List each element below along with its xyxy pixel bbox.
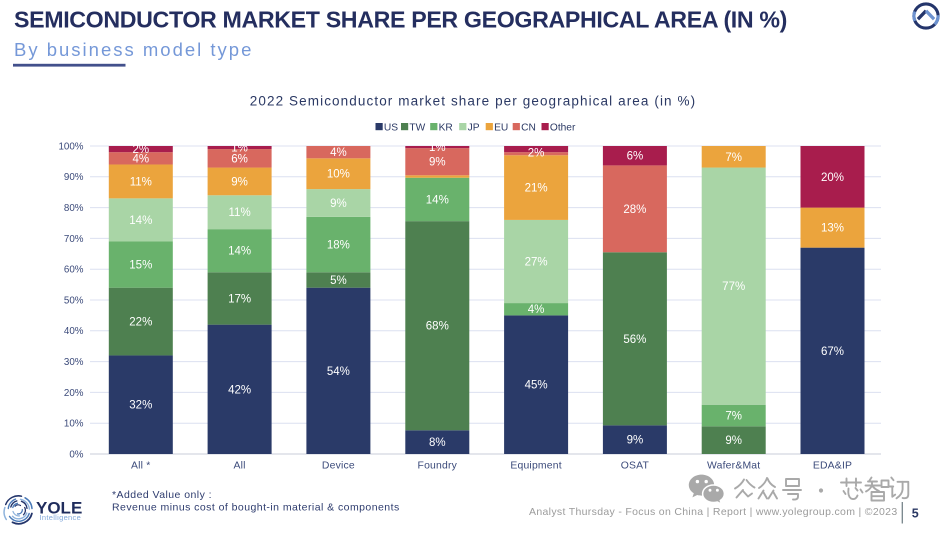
svg-text:45%: 45%: [525, 380, 548, 392]
svg-text:10%: 10%: [327, 169, 350, 181]
svg-text:4%: 4%: [132, 153, 149, 165]
svg-text:EU: EU: [494, 123, 508, 134]
svg-text:14%: 14%: [426, 194, 449, 206]
svg-text:9%: 9%: [231, 176, 248, 188]
svg-text:7%: 7%: [725, 152, 742, 164]
svg-text:20%: 20%: [64, 388, 84, 399]
svg-text:28%: 28%: [623, 204, 646, 216]
svg-text:90%: 90%: [64, 172, 84, 183]
svg-text:21%: 21%: [525, 183, 548, 195]
svg-text:11%: 11%: [130, 176, 152, 188]
svg-text:77%: 77%: [722, 281, 745, 293]
svg-text:4%: 4%: [330, 147, 347, 159]
svg-text:*Added Value only :: *Added Value only :: [112, 489, 212, 501]
svg-text:2%: 2%: [132, 144, 149, 156]
svg-text:KR: KR: [439, 123, 453, 134]
svg-text:8%: 8%: [429, 437, 446, 449]
svg-text:9%: 9%: [429, 157, 446, 169]
svg-text:TW: TW: [409, 123, 425, 134]
svg-text:22%: 22%: [129, 317, 152, 329]
svg-text:6%: 6%: [627, 151, 644, 163]
svg-text:42%: 42%: [228, 384, 251, 396]
svg-text:11%: 11%: [229, 207, 251, 219]
svg-text:0%: 0%: [69, 449, 83, 460]
svg-text:All *: All *: [131, 461, 150, 472]
svg-text:7%: 7%: [725, 411, 742, 423]
svg-text:20%: 20%: [821, 172, 844, 184]
svg-text:Revenue minus cost of bought-i: Revenue minus cost of bought-in material…: [112, 502, 400, 514]
svg-text:15%: 15%: [129, 260, 152, 272]
svg-text:US: US: [384, 123, 398, 134]
svg-text:Other: Other: [550, 123, 576, 134]
svg-text:Foundry: Foundry: [418, 461, 458, 472]
svg-text:Device: Device: [322, 461, 355, 472]
svg-text:2022 Semiconductor market shar: 2022 Semiconductor market share per geog…: [250, 94, 696, 109]
svg-text:9%: 9%: [627, 435, 644, 447]
svg-text:17%: 17%: [228, 294, 251, 306]
svg-text:6%: 6%: [231, 153, 248, 165]
svg-text:CN: CN: [521, 123, 536, 134]
svg-text:10%: 10%: [64, 419, 84, 430]
svg-text:Analyst Thursday - Focus on Ch: Analyst Thursday - Focus on China | Repo…: [529, 506, 897, 518]
svg-text:5: 5: [912, 507, 919, 521]
svg-text:EDA&IP: EDA&IP: [813, 461, 852, 472]
svg-text:1%: 1%: [231, 143, 248, 155]
svg-text:14%: 14%: [228, 246, 251, 258]
svg-text:By business model type: By business model type: [14, 39, 253, 60]
svg-text:40%: 40%: [64, 326, 84, 337]
svg-text:80%: 80%: [64, 203, 84, 214]
svg-text:Intelligence: Intelligence: [40, 513, 82, 522]
svg-text:9%: 9%: [330, 198, 347, 210]
svg-text:4%: 4%: [528, 304, 545, 316]
svg-text:13%: 13%: [821, 223, 844, 235]
svg-text:5%: 5%: [330, 275, 347, 287]
svg-text:27%: 27%: [525, 257, 548, 269]
svg-text:1%: 1%: [429, 142, 446, 154]
svg-text:9%: 9%: [725, 435, 742, 447]
svg-text:70%: 70%: [64, 234, 84, 245]
svg-text:YOLE: YOLE: [36, 499, 82, 518]
svg-text:14%: 14%: [129, 215, 152, 227]
svg-text:56%: 56%: [623, 334, 646, 346]
svg-text:32%: 32%: [129, 400, 152, 412]
svg-text:18%: 18%: [327, 240, 350, 252]
svg-text:Wafer&Mat: Wafer&Mat: [707, 461, 760, 472]
svg-text:JP: JP: [468, 123, 480, 134]
svg-text:OSAT: OSAT: [621, 461, 650, 472]
svg-text:All: All: [234, 461, 246, 472]
svg-text:SEMICONDUCTOR MARKET SHARE PER: SEMICONDUCTOR MARKET SHARE PER GEOGRAPHI…: [14, 7, 787, 33]
svg-text:Equipment: Equipment: [510, 461, 561, 472]
svg-text:2%: 2%: [528, 148, 545, 160]
svg-text:100%: 100%: [58, 141, 83, 152]
svg-text:60%: 60%: [64, 265, 84, 276]
svg-text:68%: 68%: [426, 321, 449, 333]
svg-text:67%: 67%: [821, 346, 844, 358]
svg-text:30%: 30%: [64, 357, 84, 368]
svg-text:50%: 50%: [64, 295, 84, 306]
svg-text:54%: 54%: [327, 366, 350, 378]
